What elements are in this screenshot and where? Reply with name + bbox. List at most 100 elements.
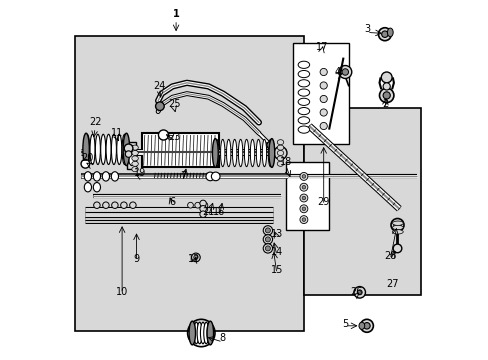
Ellipse shape — [212, 139, 218, 167]
Circle shape — [381, 72, 391, 83]
Ellipse shape — [298, 71, 309, 78]
Ellipse shape — [206, 321, 213, 345]
Ellipse shape — [392, 221, 403, 225]
Circle shape — [265, 237, 270, 242]
Text: 22: 22 — [89, 117, 101, 127]
Text: 7: 7 — [180, 171, 186, 181]
Ellipse shape — [84, 134, 89, 165]
Circle shape — [187, 202, 193, 208]
Ellipse shape — [132, 161, 138, 166]
Text: 11: 11 — [110, 128, 122, 138]
Ellipse shape — [123, 133, 129, 166]
Circle shape — [360, 319, 373, 332]
Circle shape — [299, 216, 307, 224]
Ellipse shape — [95, 134, 100, 165]
Ellipse shape — [84, 172, 91, 181]
Circle shape — [102, 202, 109, 208]
Bar — [303, 108, 420, 295]
Ellipse shape — [220, 139, 224, 167]
Circle shape — [211, 172, 220, 181]
Ellipse shape — [232, 139, 236, 167]
Ellipse shape — [277, 161, 283, 166]
Ellipse shape — [392, 225, 403, 230]
Circle shape — [379, 88, 393, 103]
Circle shape — [200, 200, 206, 207]
Circle shape — [202, 202, 207, 208]
Ellipse shape — [250, 139, 254, 167]
Text: 24: 24 — [153, 81, 166, 91]
Circle shape — [363, 323, 369, 329]
Circle shape — [265, 246, 270, 251]
Ellipse shape — [132, 145, 138, 150]
Ellipse shape — [84, 183, 91, 192]
Text: 25: 25 — [168, 99, 180, 109]
Text: 6: 6 — [169, 197, 175, 207]
Text: 19: 19 — [134, 168, 146, 178]
Circle shape — [320, 68, 326, 76]
Circle shape — [111, 202, 118, 208]
Circle shape — [155, 102, 164, 111]
Ellipse shape — [106, 134, 111, 165]
Circle shape — [390, 219, 403, 231]
Circle shape — [302, 175, 305, 178]
Ellipse shape — [132, 167, 138, 172]
Text: 3: 3 — [363, 24, 369, 34]
Text: 8: 8 — [220, 333, 225, 343]
Ellipse shape — [189, 321, 195, 345]
Ellipse shape — [262, 139, 266, 167]
Circle shape — [302, 207, 305, 211]
Ellipse shape — [132, 156, 138, 161]
Ellipse shape — [298, 126, 309, 133]
Ellipse shape — [122, 134, 127, 165]
Circle shape — [299, 194, 307, 202]
Ellipse shape — [298, 117, 309, 124]
Circle shape — [158, 130, 168, 140]
Ellipse shape — [190, 322, 195, 344]
Circle shape — [193, 255, 198, 260]
Circle shape — [320, 109, 326, 116]
Ellipse shape — [102, 172, 109, 181]
Text: 27: 27 — [385, 279, 398, 289]
Circle shape — [200, 211, 206, 217]
Text: 13: 13 — [270, 229, 283, 239]
Ellipse shape — [268, 139, 274, 167]
Ellipse shape — [298, 80, 309, 87]
Ellipse shape — [386, 28, 392, 37]
Circle shape — [382, 92, 389, 99]
Ellipse shape — [132, 150, 138, 156]
Circle shape — [265, 228, 270, 233]
Ellipse shape — [298, 89, 309, 96]
Circle shape — [125, 151, 132, 157]
Ellipse shape — [277, 156, 283, 161]
Ellipse shape — [392, 230, 403, 234]
Ellipse shape — [128, 145, 135, 166]
Ellipse shape — [93, 183, 101, 192]
Circle shape — [299, 183, 307, 191]
Text: 2: 2 — [381, 99, 387, 109]
Circle shape — [121, 202, 127, 208]
Text: 23: 23 — [168, 132, 180, 142]
Ellipse shape — [298, 98, 309, 105]
Text: 20: 20 — [81, 153, 94, 163]
Ellipse shape — [277, 145, 283, 150]
Circle shape — [200, 206, 206, 212]
Ellipse shape — [244, 139, 248, 167]
Circle shape — [263, 235, 272, 244]
Text: 10: 10 — [116, 287, 128, 297]
Circle shape — [320, 95, 326, 103]
Circle shape — [342, 69, 348, 75]
Circle shape — [381, 31, 387, 37]
Text: 28: 28 — [384, 251, 396, 261]
Text: 9: 9 — [133, 254, 139, 264]
Circle shape — [94, 202, 100, 208]
Text: 15: 15 — [270, 265, 283, 275]
Ellipse shape — [117, 134, 122, 165]
Ellipse shape — [298, 61, 309, 68]
Circle shape — [273, 147, 286, 159]
Circle shape — [302, 196, 305, 200]
Circle shape — [299, 205, 307, 213]
Ellipse shape — [200, 322, 205, 344]
Ellipse shape — [101, 134, 105, 165]
Text: 21: 21 — [202, 207, 214, 217]
Text: 5: 5 — [342, 319, 348, 329]
